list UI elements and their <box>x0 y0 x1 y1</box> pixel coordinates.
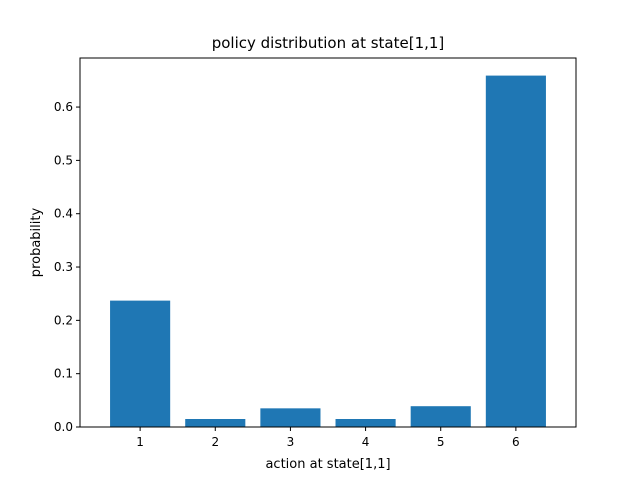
x-tick-label: 1 <box>136 435 144 449</box>
y-axis-label: probability <box>29 208 44 278</box>
bar-action-6 <box>485 75 546 427</box>
y-tick-label: 0.0 <box>54 420 73 434</box>
y-tick-label: 0.5 <box>54 153 73 167</box>
y-tick-label: 0.6 <box>54 100 73 114</box>
x-tick-label: 4 <box>362 435 370 449</box>
x-tick-label: 5 <box>437 435 445 449</box>
bar-action-2 <box>185 419 246 427</box>
x-tick-label: 3 <box>287 435 295 449</box>
y-tick-label: 0.2 <box>54 313 73 327</box>
x-tick-label: 6 <box>512 435 520 449</box>
bar-action-3 <box>260 408 321 427</box>
y-tick-label: 0.1 <box>54 367 73 381</box>
y-tick-label: 0.4 <box>54 207 73 221</box>
chart-title: policy distribution at state[1,1] <box>212 34 445 52</box>
bar-action-1 <box>110 300 171 427</box>
y-tick-label: 0.3 <box>54 260 73 274</box>
plot-frame <box>79 57 577 428</box>
bar-action-5 <box>410 406 471 427</box>
x-tick-label: 2 <box>211 435 219 449</box>
x-axis-label: action at state[1,1] <box>265 457 390 472</box>
bar-action-4 <box>335 419 396 427</box>
